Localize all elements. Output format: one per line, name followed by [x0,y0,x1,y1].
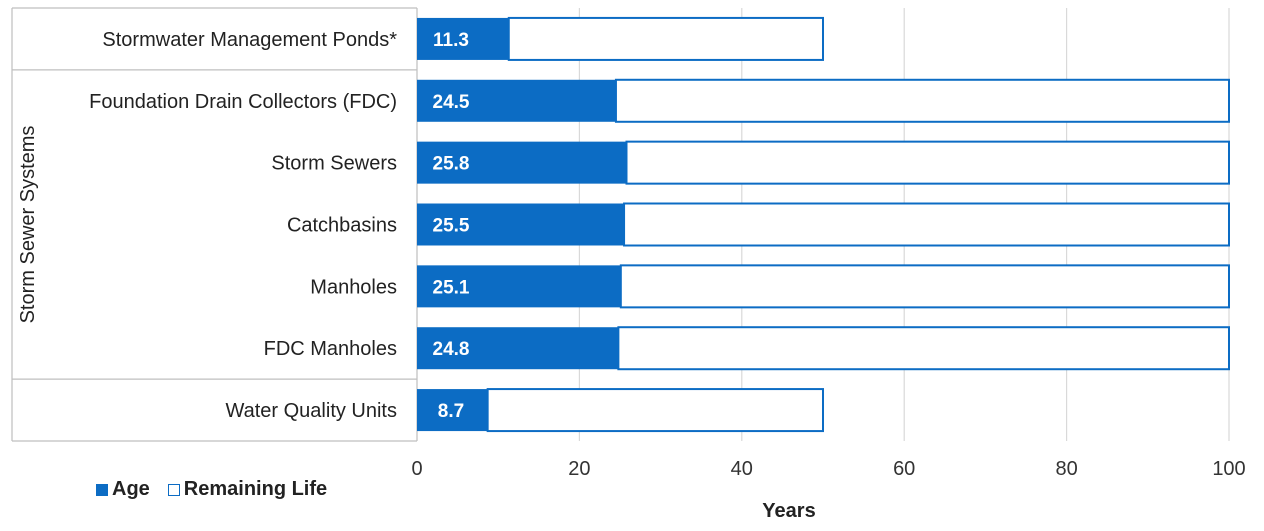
bar-remaining-life-fdc-manholes [617,326,1230,371]
x-tick-label-0: 0 [411,458,422,480]
x-tick-label-40: 40 [731,458,753,480]
x-tick-label-100: 100 [1212,458,1245,480]
x-axis-title: Years [762,500,815,522]
bar-age-fdc-manholes [417,327,619,370]
legend-item-remaining-life: Remaining Life [167,478,328,501]
legend-swatch-remaining-life [167,483,180,496]
group-label-storm-sewer-systems: Storm Sewer Systems [17,126,39,324]
x-tick-label-60: 60 [893,458,915,480]
bar-remaining-life-water-quality-units [486,388,824,433]
bar-remaining-life-catchbasins [623,202,1230,247]
data-label-water-quality-units: 8.7 [438,401,464,422]
data-label-foundation-drain-collectors-fdc: 24.5 [433,92,470,113]
bar-remaining-life-stormwater-management-ponds [507,16,824,61]
x-tick-label-80: 80 [1055,458,1077,480]
bar-remaining-life-storm-sewers [625,140,1230,185]
bar-age-storm-sewers [417,141,627,184]
bar-age-water-quality-units [417,389,488,432]
category-label-fdc-manholes: FDC Manholes [264,338,397,360]
bar-remaining-life-foundation-drain-collectors-fdc [614,78,1230,123]
bar-age-foundation-drain-collectors-fdc [417,79,616,122]
bar-age-catchbasins [417,203,625,246]
bar-age-stormwater-management-ponds [417,17,509,60]
data-label-stormwater-management-ponds: 11.3 [433,30,469,51]
bar-age-manholes [417,265,621,308]
category-label-water-quality-units: Water Quality Units [225,400,397,422]
legend-item-age: Age [96,478,150,501]
legend: Age Remaining Life [96,478,327,501]
data-label-storm-sewers: 25.8 [433,154,470,175]
category-label-foundation-drain-collectors-fdc: Foundation Drain Collectors (FDC) [89,91,397,113]
data-label-manholes: 25.1 [433,277,470,298]
legend-label-age: Age [112,478,150,500]
category-label-stormwater-management-ponds: Stormwater Management Ponds* [102,29,397,51]
category-label-storm-sewers: Storm Sewers [271,153,397,175]
bar-remaining-life-manholes [619,264,1230,309]
data-label-fdc-manholes: 24.8 [433,339,470,360]
category-label-manholes: Manholes [310,276,397,298]
category-label-catchbasins: Catchbasins [287,215,397,237]
x-tick-label-20: 20 [568,458,590,480]
legend-label-remaining-life: Remaining Life [183,478,328,500]
legend-swatch-age [96,483,108,496]
data-label-catchbasins: 25.5 [433,216,470,237]
